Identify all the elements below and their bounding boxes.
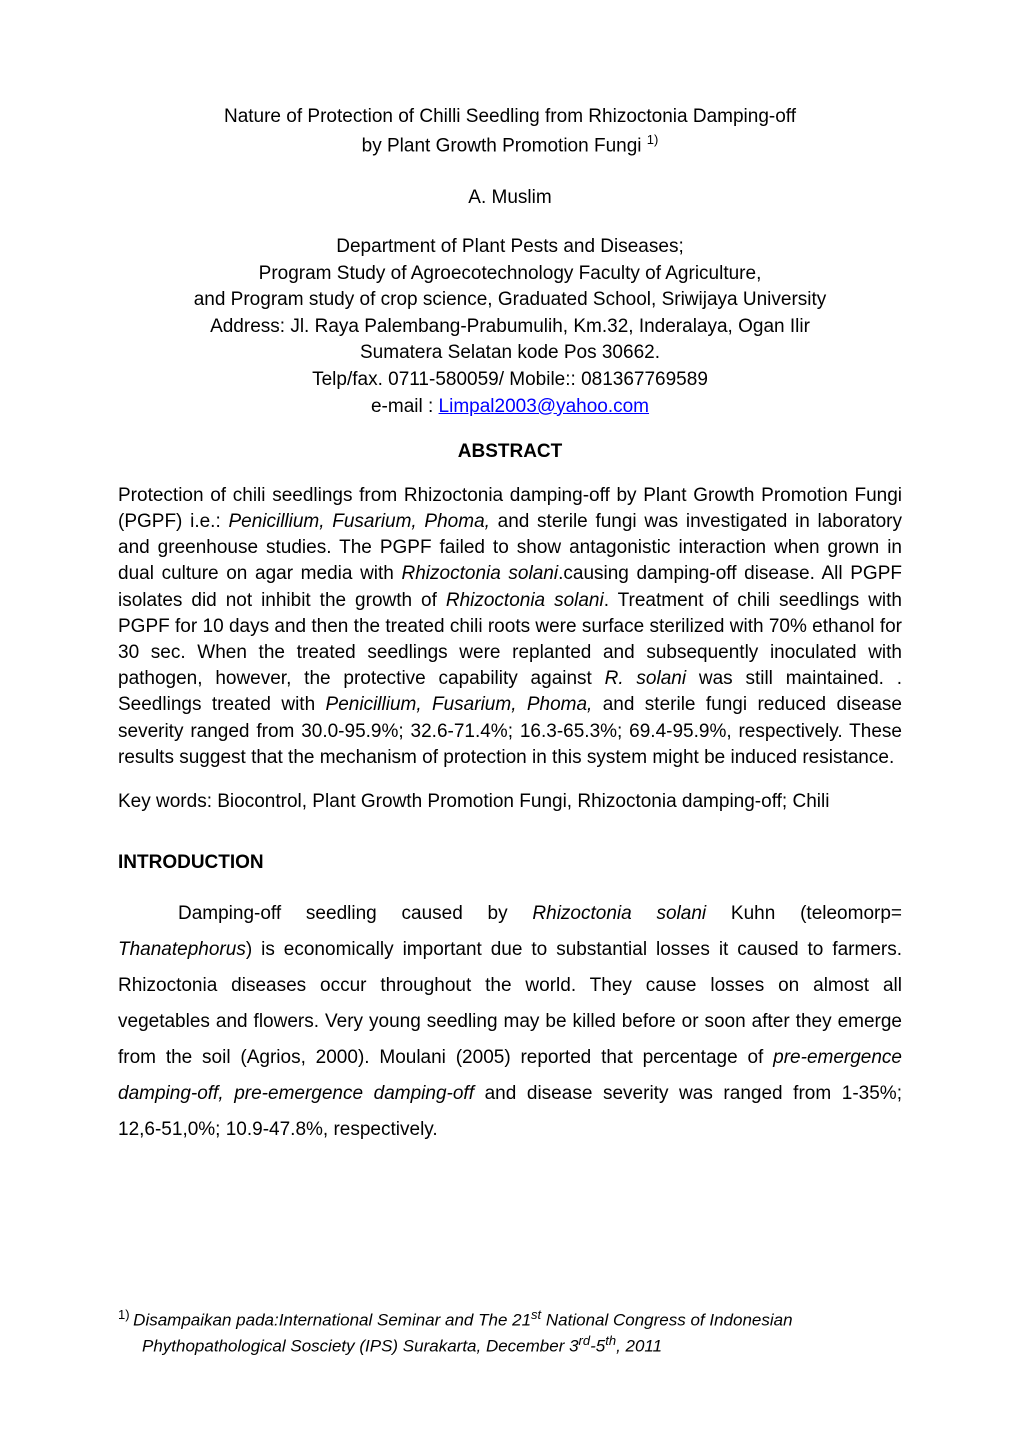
affiliation-line-2: Program Study of Agroecotechnology Facul…	[118, 261, 902, 288]
keywords-line: Key words: Biocontrol, Plant Growth Prom…	[118, 789, 902, 815]
abstract-genus-2: Penicillium, Fusarium, Phoma,	[326, 694, 593, 715]
title-block: Nature of Protection of Chilli Seedling …	[118, 104, 902, 160]
affiliation-line-3: and Program study of crop science, Gradu…	[118, 287, 902, 314]
email-line: e-mail : Limpal2003@yahoo.com	[118, 394, 902, 421]
affiliation-line-5: Sumatera Selatan kode Pos 30662.	[118, 340, 902, 367]
abstract-species-3: R. solani	[605, 668, 686, 689]
section-heading-introduction: INTRODUCTION	[118, 849, 902, 878]
footnote-ordinal-st: st	[531, 1307, 541, 1322]
affiliation-block: Department of Plant Pests and Diseases; …	[118, 234, 902, 420]
intro-text: Damping-off seedling caused by	[178, 903, 532, 924]
footnote-block: 1) Disampaikan pada:International Semina…	[118, 1306, 888, 1359]
footnote-part: , 2011	[616, 1337, 662, 1356]
footnote-text: 1) Disampaikan pada:International Semina…	[118, 1306, 888, 1359]
footnote-ordinal-th: th	[605, 1333, 616, 1348]
author-name: A. Muslim	[118, 184, 902, 213]
affiliation-line-6: Telp/fax. 0711-580059/ Mobile:: 08136776…	[118, 367, 902, 394]
email-label: e-mail :	[371, 396, 439, 417]
document-page: Nature of Protection of Chilli Seedling …	[0, 0, 1020, 1228]
affiliation-line-1: Department of Plant Pests and Diseases;	[118, 234, 902, 261]
abstract-species-2: Rhizoctonia solani	[446, 590, 604, 611]
abstract-heading: ABSTRACT	[118, 438, 902, 467]
intro-species-1: Rhizoctonia solani	[532, 903, 706, 924]
title-footnote-marker: 1)	[647, 132, 659, 147]
footnote-part: -5	[590, 1337, 605, 1356]
introduction-paragraph: Damping-off seedling caused by Rhizocton…	[118, 896, 902, 1149]
footnote-part: Disampaikan pada:International Seminar a…	[133, 1310, 531, 1329]
title-line-1: Nature of Protection of Chilli Seedling …	[118, 104, 902, 131]
intro-genus-1: Thanatephorus	[118, 939, 246, 960]
abstract-genus-1: Penicillium, Fusarium, Phoma,	[228, 511, 489, 532]
intro-text: Kuhn (teleomorp=	[706, 903, 902, 924]
title-line-2-text: by Plant Growth Promotion Fungi	[362, 135, 647, 156]
title-line-2: by Plant Growth Promotion Fungi 1)	[118, 131, 902, 160]
affiliation-line-4: Address: Jl. Raya Palembang-Prabumulih, …	[118, 314, 902, 341]
footnote-ordinal-rd: rd	[579, 1333, 591, 1348]
footnote-marker: 1)	[118, 1307, 133, 1322]
abstract-species-1: Rhizoctonia solani	[402, 563, 559, 584]
abstract-body: Protection of chili seedlings from Rhizo…	[118, 483, 902, 771]
email-link[interactable]: Limpal2003@yahoo.com	[439, 396, 649, 417]
